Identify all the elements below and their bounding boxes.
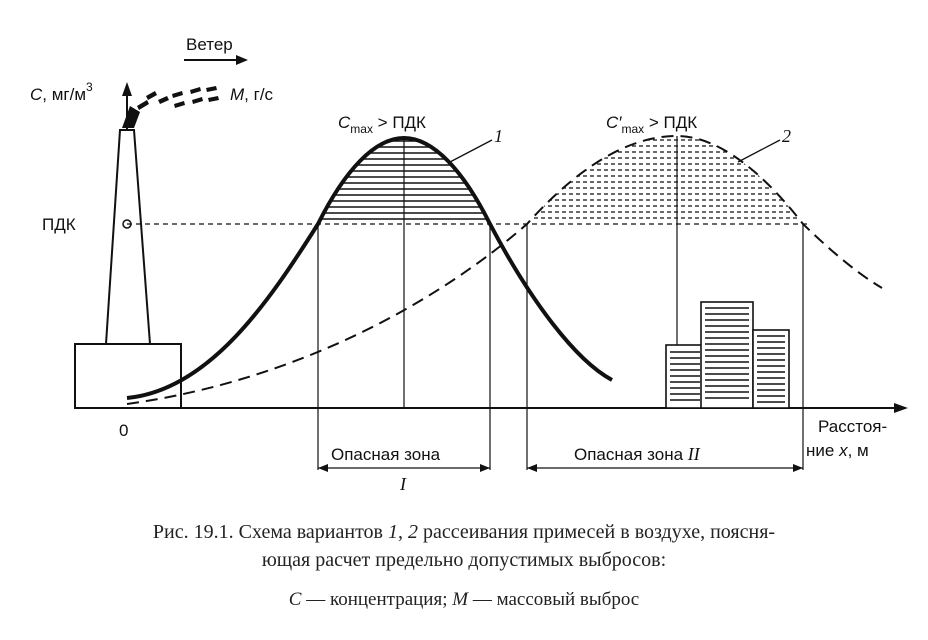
wind-arrowhead: [236, 55, 248, 65]
x-axis-label-line1: Расстоя-: [818, 417, 887, 436]
zone2-label: Опасная зона II: [574, 444, 701, 464]
y-axis-label: C, мг/м3: [30, 80, 93, 104]
caption-line-2: ющая расчет предельно допустимых выбросо…: [261, 549, 667, 571]
curve2-exceedance-hatch: [527, 139, 803, 219]
x-axis-arrow: [894, 403, 908, 413]
curve-2: [126, 134, 883, 405]
x-axis-label-line2: ние x, м: [806, 441, 869, 460]
zone1-label: Опасная зона: [331, 445, 441, 464]
zone1-dimension: [318, 464, 490, 472]
caption-line-3: C — концентрация; M — массовый выброс: [288, 589, 640, 610]
origin-label: 0: [119, 421, 128, 440]
y-axis-arrow: [122, 82, 132, 96]
dispersion-diagram: Ветер C, мг/м3 M, г/с ПДК 0: [30, 35, 908, 494]
curve2-number: 2: [782, 126, 791, 146]
chimney-icon: [74, 106, 182, 409]
emission-label: M, г/с: [230, 85, 274, 104]
cmax-label: Cmax > ПДК: [338, 113, 426, 136]
caption-line-1: Рис. 19.1. Схема вариантов 1, 2 рассеива…: [152, 521, 776, 543]
curve2-leader: [737, 139, 781, 163]
curve1-exceedance-hatch: [318, 140, 490, 220]
zone2-dimension: [527, 464, 803, 472]
curve1-number: 1: [494, 126, 503, 146]
buildings-windows: [670, 307, 785, 403]
pdk-label: ПДК: [42, 215, 76, 234]
wind-label: Ветер: [186, 35, 233, 54]
zone1-number: I: [399, 474, 407, 494]
zone-boundary-lines: [317, 136, 804, 470]
curve1-leader: [449, 139, 493, 163]
cmax2-label: C′max > ПДК: [606, 113, 697, 136]
smoke-icon: [137, 86, 219, 110]
